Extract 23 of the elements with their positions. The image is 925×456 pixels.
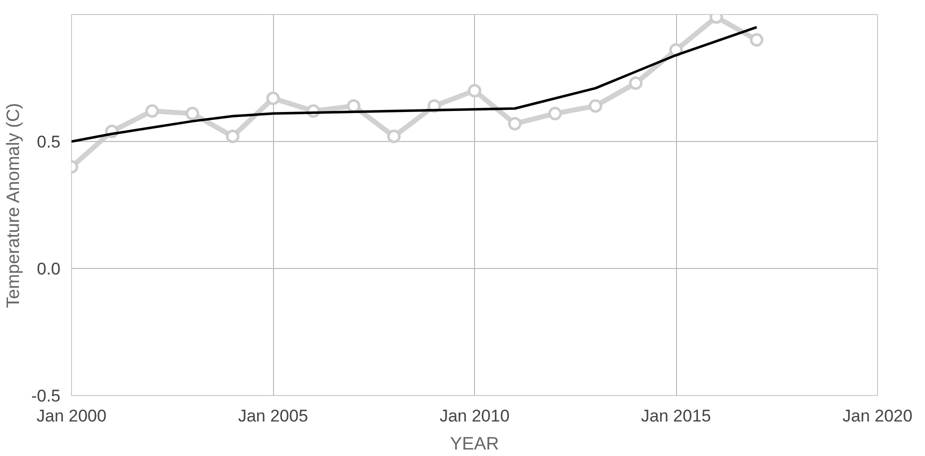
point: [266, 92, 280, 106]
point: [750, 33, 764, 47]
x-tick-label: Jan 2015: [641, 406, 712, 426]
point: [387, 130, 401, 144]
x-tick-label: Jan 2000: [36, 406, 106, 426]
point: [548, 106, 562, 120]
y-tick-label: -0.5: [31, 386, 61, 406]
x-tick-label: Jan 2020: [842, 406, 912, 426]
point: [468, 84, 482, 98]
point: [186, 106, 200, 120]
x-axis-title: YEAR: [450, 434, 500, 454]
y-axis-title: Temperature Anomaly (C): [3, 102, 24, 308]
line-series: [72, 26, 758, 143]
point: [346, 99, 360, 113]
point: [629, 76, 643, 90]
x-tick-label: Jan 2005: [238, 406, 308, 426]
point: [226, 130, 240, 144]
x-tick-label: Jan 2010: [440, 406, 510, 426]
y-tick-label: 0.5: [36, 132, 61, 152]
point: [508, 116, 522, 130]
point: [145, 104, 159, 118]
y-tick-label: 0.0: [36, 260, 61, 278]
point: [588, 99, 602, 113]
